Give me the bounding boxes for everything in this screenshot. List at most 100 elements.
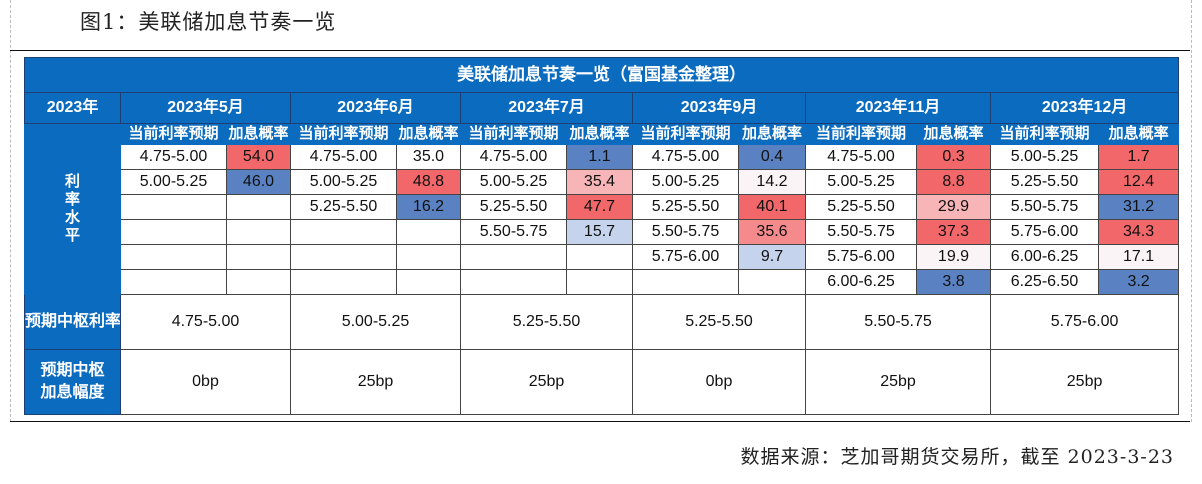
probability-cell: 48.8 (396, 169, 461, 195)
rate-expectation-header: 当前利率预期 (120, 123, 227, 145)
rate-cell (120, 194, 227, 220)
rate-expectation-header: 当前利率预期 (990, 123, 1099, 145)
probability-cell: 35.6 (738, 219, 806, 245)
probability-cell (396, 269, 461, 295)
rate-expectation-header: 当前利率预期 (632, 123, 739, 145)
rate-cell: 5.50-5.75 (460, 219, 567, 245)
table-title: 美联储加息节奏一览（富国基金整理） (23, 57, 1180, 93)
rate-cell (120, 269, 227, 295)
rate-cell: 6.00-6.25 (990, 244, 1099, 270)
probability-cell: 14.2 (738, 169, 806, 195)
probability-cell: 34.3 (1097, 219, 1180, 245)
rate-cell: 5.75-6.00 (805, 244, 917, 270)
rate-cell: 4.75-5.00 (805, 144, 917, 170)
probability-cell: 3.2 (1097, 269, 1180, 295)
probability-cell (566, 244, 633, 270)
hike-amount-cell: 25bp (989, 349, 1180, 415)
top-rule (10, 50, 1190, 51)
rate-cell: 5.00-5.25 (290, 169, 397, 195)
probability-cell: 37.3 (916, 219, 991, 245)
rate-row: 6.00-6.25 3.8 6.25-6.50 3.2 (25, 269, 1180, 295)
rate-cell (120, 219, 227, 245)
probability-cell (396, 219, 461, 245)
rate-cell: 4.75-5.00 (290, 144, 397, 170)
probability-cell: 17.1 (1097, 244, 1180, 270)
rate-hike-table: 美联储加息节奏一览（富国基金整理） 2023年 2023年5月 2023年6月 2023… (23, 57, 1180, 415)
probability-cell: 19.9 (916, 244, 991, 270)
rate-cell: 6.00-6.25 (805, 269, 917, 295)
rate-cell (460, 269, 567, 295)
rate-cell: 5.50-5.75 (632, 219, 739, 245)
center-rate-cell: 5.25-5.50 (460, 294, 633, 350)
rate-cell: 4.75-5.00 (120, 144, 227, 170)
hike-amount-cell: 25bp (290, 349, 461, 415)
probability-cell: 29.9 (916, 194, 991, 220)
month-header: 2023年9月 (632, 92, 806, 124)
hike-amount-cell: 25bp (460, 349, 633, 415)
probability-cell (226, 219, 291, 245)
figure-frame (10, 0, 1192, 422)
rate-expectation-header: 当前利率预期 (290, 123, 397, 145)
rate-expectation-header: 当前利率预期 (805, 123, 917, 145)
rate-row: 5.75-6.00 9.7 5.75-6.00 19.9 6.00-6.25 17.1 (25, 244, 1180, 270)
month-header-row: 2023年 2023年5月 2023年6月 2023年7月 2023年9月 2023年11… (24, 92, 1180, 124)
probability-cell (396, 244, 461, 270)
rate-cell: 5.50-5.75 (805, 219, 917, 245)
month-header: 2023年5月 (120, 92, 291, 124)
center-rate-cell: 5.50-5.75 (805, 294, 991, 350)
rate-cell: 4.75-5.00 (460, 144, 567, 170)
hike-amount-cell: 25bp (805, 349, 991, 415)
center-rate-cell: 5.25-5.50 (632, 294, 806, 350)
probability-cell: 9.7 (738, 244, 806, 270)
probability-cell: 0.3 (916, 144, 991, 170)
rate-cell (290, 219, 397, 245)
probability-cell (566, 269, 633, 295)
hike-probability-header: 加息概率 (916, 123, 991, 145)
hike-probability-header: 加息概率 (566, 123, 633, 145)
rate-cell: 4.75-5.00 (632, 144, 739, 170)
rate-cell: 5.75-6.00 (632, 244, 739, 270)
rate-row: 5.50-5.75 15.7 5.50-5.75 35.6 5.50-5.75 37.3 5… (25, 219, 1180, 245)
rate-cell (460, 244, 567, 270)
rate-row: 5.25-5.50 16.2 5.25-5.50 47.7 5.25-5.50 40.1 5… (25, 194, 1180, 220)
hike-amount-row: 预期中枢 加息幅度 0bp 25bp 25bp 0bp 25bp 25bp (24, 349, 1180, 415)
rate-expectation-header: 当前利率预期 (460, 123, 567, 145)
rate-cell: 5.50-5.75 (990, 194, 1099, 220)
center-rate-cell: 5.00-5.25 (290, 294, 461, 350)
month-header: 2023年12月 (989, 92, 1180, 124)
rate-cell: 6.25-6.50 (990, 269, 1099, 295)
rate-cell: 5.25-5.50 (805, 194, 917, 220)
probability-cell: 3.8 (916, 269, 991, 295)
rate-row: 5.00-5.25 46.0 5.00-5.25 48.8 5.00-5.25 35.4 5… (25, 169, 1180, 195)
rate-cell: 5.25-5.50 (290, 194, 397, 220)
rate-cell: 5.25-5.50 (460, 194, 567, 220)
rate-cell: 5.00-5.25 (805, 169, 917, 195)
hike-amount-label: 预期中枢 加息幅度 (24, 349, 121, 415)
rate-cell: 5.00-5.25 (120, 169, 227, 195)
rate-cell (120, 244, 227, 270)
rate-cell: 5.00-5.25 (632, 169, 739, 195)
probability-cell: 35.4 (566, 169, 633, 195)
hike-probability-header: 加息概率 (738, 123, 806, 145)
probability-cell: 16.2 (396, 194, 461, 220)
hike-amount-cell: 0bp (632, 349, 806, 415)
side-label: 利率水平 (24, 123, 121, 295)
probability-cell (226, 244, 291, 270)
hike-amount-label-line2: 加息幅度 (40, 384, 105, 401)
probability-cell: 54.0 (226, 144, 291, 170)
hike-amount-cell: 0bp (120, 349, 291, 415)
column-header-row: 利率水平当前利率预期 加息概率 当前利率预期 加息概率 当前利率预期 加息概率 当前利率预期… (24, 123, 1180, 295)
month-header: 2023年6月 (290, 92, 461, 124)
rate-cell: 5.00-5.25 (990, 144, 1099, 170)
rate-cell: 5.00-5.25 (460, 169, 567, 195)
rate-cell: 5.75-6.00 (990, 219, 1099, 245)
probability-cell: 8.8 (916, 169, 991, 195)
probability-cell: 35.0 (396, 144, 461, 170)
rate-cell (290, 269, 397, 295)
probability-cell (226, 269, 291, 295)
rate-cell: 5.25-5.50 (990, 169, 1099, 195)
rate-cell (632, 269, 739, 295)
probability-cell: 0.4 (738, 144, 806, 170)
probability-cell: 47.7 (566, 194, 633, 220)
probability-cell: 40.1 (738, 194, 806, 220)
